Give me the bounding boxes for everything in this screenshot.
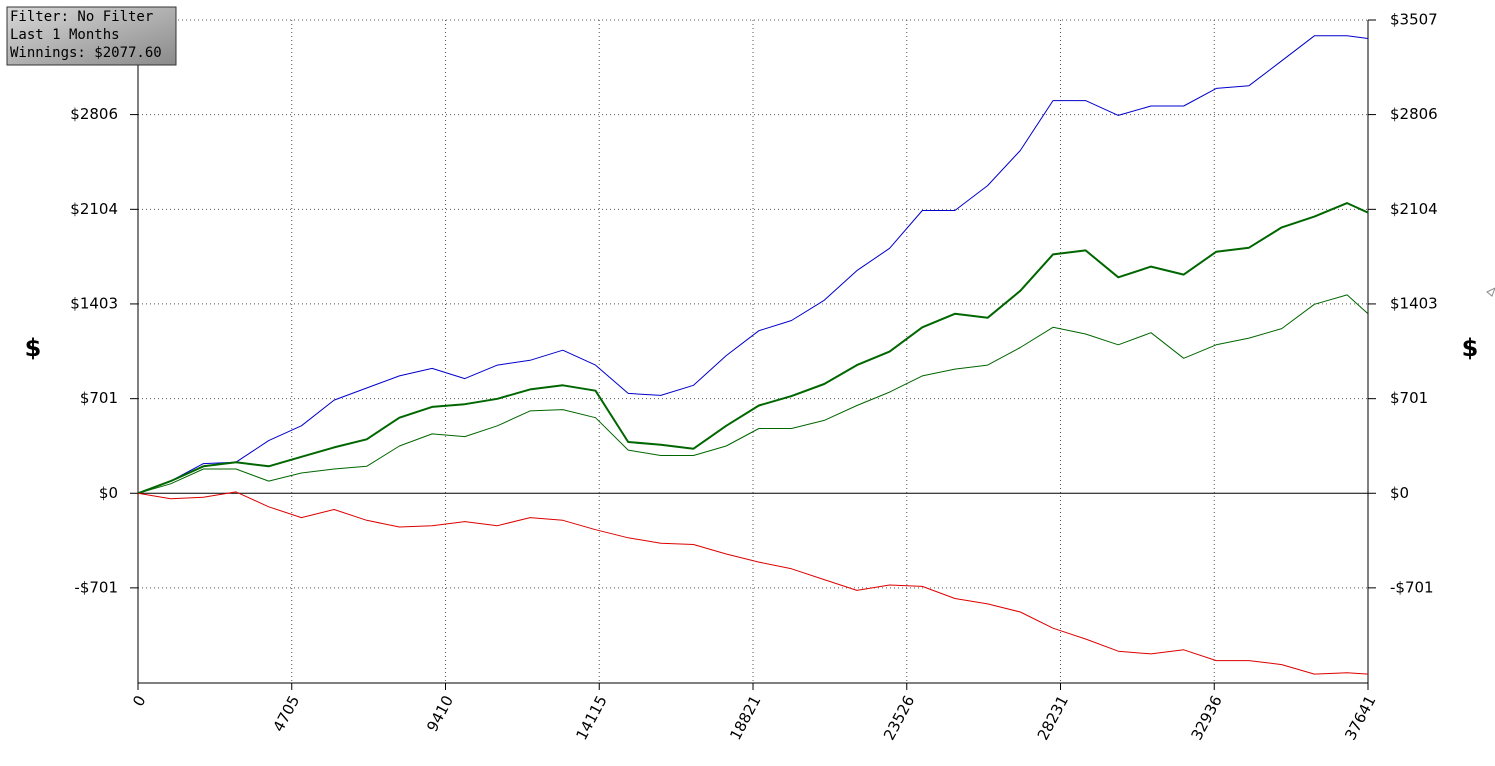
y-tick-label: $2104 (70, 200, 118, 218)
x-tick-label: 14115 (572, 693, 610, 744)
info-line: Last 1 Months (10, 27, 120, 43)
y-tick-label: $2806 (70, 105, 118, 123)
y2-tick-label: $2806 (1390, 105, 1438, 123)
series-line (137, 35, 1369, 494)
y2-tick-label: $2104 (1390, 200, 1438, 218)
x-tick-label: 28231 (1034, 693, 1072, 744)
x-tick-label: 32936 (1187, 693, 1225, 744)
info-box: Filter: No Filter Last 1 Months Winnings: … (6, 6, 177, 66)
y-tick-label: -$701 (74, 578, 118, 596)
series-line (137, 294, 1369, 494)
y2-tick-label: -$701 (1390, 578, 1434, 596)
x-tick-label: 18821 (726, 693, 764, 744)
info-line: Filter: No Filter (10, 9, 153, 25)
info-line: Winnings: $2077.60 (10, 45, 162, 61)
series-line (137, 202, 1369, 495)
info-box-bg (6, 6, 177, 66)
y2-tick-label: $3507 (1390, 11, 1438, 29)
x-tick-label: 9410 (423, 693, 457, 735)
y-axis-label: $ (25, 334, 42, 362)
x-tick-label: 4705 (269, 693, 303, 735)
y2-tick-label: $0 (1390, 484, 1409, 502)
y2-tick-label: $1403 (1390, 294, 1438, 312)
resize-arrow (1486, 287, 1495, 297)
y2-axis-label: $ (1462, 334, 1479, 362)
x-tick-label: 37641 (1341, 693, 1379, 744)
y-tick-label: $0 (99, 484, 118, 502)
x-tick-label: 23526 (880, 693, 918, 744)
series-line (137, 491, 1369, 675)
y-tick-label: $701 (80, 389, 118, 407)
x-tick-label: 0 (129, 693, 149, 710)
y-tick-label: $1403 (70, 294, 118, 312)
y2-tick-label: $701 (1390, 389, 1428, 407)
